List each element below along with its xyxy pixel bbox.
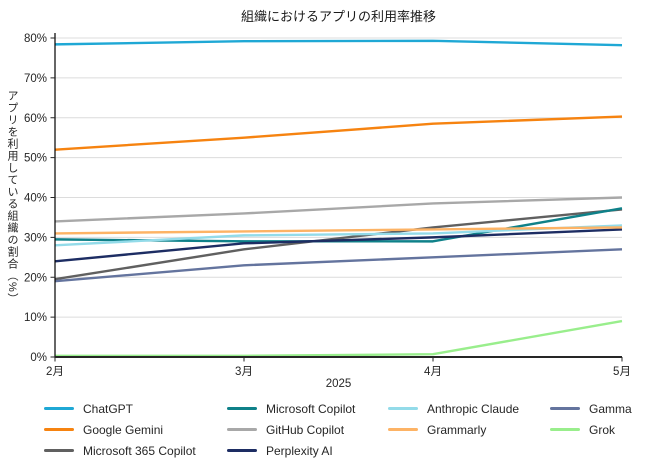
legend-column: Microsoft Copilot GitHub Copilot Perplexit… (227, 398, 355, 461)
legend-item-microsoft-365-copilot: Microsoft 365 Copilot (44, 440, 196, 461)
legend-swatch-grok (550, 427, 580, 432)
legend-label-grok: Grok (589, 422, 616, 437)
series-line-chatgpt (54, 39, 623, 47)
y-tick-label: 20% (24, 272, 47, 284)
series-line-google-gemini (54, 115, 623, 151)
legend-swatch-gamma (550, 406, 580, 411)
x-axis-label: 2025 (325, 378, 352, 390)
y-tick-label: 70% (24, 73, 47, 85)
y-tick-label: 0% (30, 352, 47, 364)
y-tick-label: 40% (24, 193, 47, 205)
series-line-perplexity-ai (54, 228, 623, 263)
x-tick-label: 2月 (46, 366, 64, 378)
legend-label-microsoft-copilot: Microsoft Copilot (266, 401, 356, 416)
legend-label-gamma: Gamma (589, 401, 632, 416)
legend-label-github-copilot: GitHub Copilot (266, 422, 345, 437)
legend-column: Anthropic Claude Grammarly (388, 398, 519, 440)
legend-item-grammarly: Grammarly (388, 419, 519, 440)
series-line-microsoft-copilot (54, 207, 623, 243)
y-tick-label: 50% (24, 153, 47, 165)
y-tick-label: 80% (24, 33, 47, 45)
legend-swatch-perplexity-ai (227, 448, 257, 453)
legend-label-anthropic-claude: Anthropic Claude (427, 401, 520, 416)
legend-swatch-microsoft-copilot (227, 406, 257, 411)
legend-item-microsoft-copilot: Microsoft Copilot (227, 398, 355, 419)
legend-item-grok: Grok (550, 419, 632, 440)
legend-item-gamma: Gamma (550, 398, 632, 419)
series-line-grok (55, 319, 623, 358)
x-tick-label: 4月 (424, 366, 442, 378)
legend-column: Gamma Grok (550, 398, 632, 440)
legend-label-google-gemini: Google Gemini (83, 422, 164, 437)
legend-swatch-github-copilot (227, 427, 257, 432)
legend-swatch-google-gemini (44, 427, 74, 432)
y-tick-label: 10% (24, 312, 47, 324)
legend-label-chatgpt: ChatGPT (83, 401, 134, 416)
legend-item-perplexity-ai: Perplexity AI (227, 440, 355, 461)
series-line-github-copilot (54, 196, 623, 223)
legend-swatch-grammarly (388, 427, 418, 432)
series-line-grammarly (54, 226, 623, 235)
legend-swatch-anthropic-claude (388, 406, 418, 411)
legend-item-anthropic-claude: Anthropic Claude (388, 398, 519, 419)
x-tick-label: 5月 (613, 366, 631, 378)
y-tick-label: 30% (24, 232, 47, 244)
legend-item-chatgpt: ChatGPT (44, 398, 196, 419)
legend-label-grammarly: Grammarly (427, 422, 487, 437)
chart-title: 組織におけるアプリの利用率推移 (240, 9, 436, 24)
series-line-gamma (54, 248, 623, 283)
legend-label-perplexity-ai: Perplexity AI (266, 443, 333, 458)
legend-swatch-chatgpt (44, 406, 74, 411)
legend-column: ChatGPT Google Gemini Microsoft 365 Copilo… (44, 398, 196, 461)
legend-item-github-copilot: GitHub Copilot (227, 419, 355, 440)
y-axis-label: アプリを利用している組織の割合（%） (6, 90, 18, 305)
x-tick-label: 3月 (235, 366, 253, 378)
legend-item-google-gemini: Google Gemini (44, 419, 196, 440)
y-tick-label: 60% (24, 113, 47, 125)
series-line-microsoft-365-copilot (54, 208, 623, 281)
legend-label-microsoft-365-copilot: Microsoft 365 Copilot (83, 443, 196, 458)
legend-swatch-microsoft-365-copilot (44, 448, 74, 453)
